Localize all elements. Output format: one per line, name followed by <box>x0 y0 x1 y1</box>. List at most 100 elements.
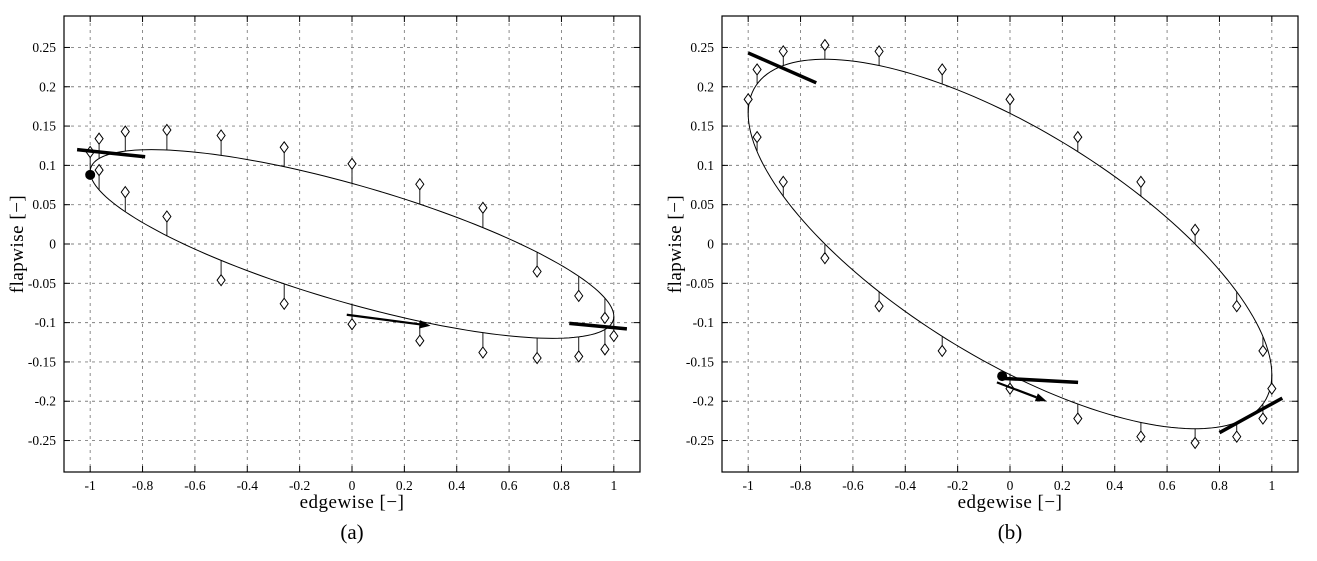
direction-arrow-shaft <box>996 381 1037 399</box>
diamond-markers <box>85 123 619 365</box>
diamond-marker <box>120 185 130 199</box>
diamond-marker <box>162 210 172 223</box>
x-tick-label: 0.8 <box>1211 478 1228 493</box>
diamond-marker <box>1258 412 1268 425</box>
y-tick-label: 0.1 <box>39 158 56 173</box>
diamond-marker <box>874 45 884 58</box>
y-tick-label: 0.1 <box>697 158 714 173</box>
x-tick-label: -0.8 <box>790 478 812 493</box>
y-tick-label: -0.25 <box>28 433 56 448</box>
diamond-markers <box>743 38 1277 450</box>
tangent-segment <box>569 321 628 331</box>
diamond-marker <box>609 329 619 343</box>
diamond-marker <box>778 45 788 58</box>
direction-arrow-head <box>419 320 431 329</box>
y-tick-label: -0.15 <box>686 354 714 369</box>
x-tick-label: 0 <box>1007 478 1014 493</box>
x-tick-label: -0.6 <box>842 478 864 493</box>
y-tick-label: 0.15 <box>690 119 714 134</box>
y-axis-label-a: flapwise [−] <box>7 194 28 294</box>
diamond-marker <box>94 163 104 177</box>
tick-labels: -1 -0.8 -0.6 -0.4 -0.2 0 0.2 0.4 0.6 0.8 1 -0.25 -0.… <box>28 40 617 493</box>
x-tick-label: 0.6 <box>1159 478 1176 493</box>
y-tick-label: -0.05 <box>686 276 714 291</box>
x-tick-label: -0.6 <box>184 478 206 493</box>
diamond-marker <box>820 38 830 52</box>
tick-marks <box>64 16 640 472</box>
y-tick-label: 0 <box>49 237 56 252</box>
diamond-marker <box>1267 382 1277 396</box>
diamond-marker <box>1190 223 1200 237</box>
diamond-marker <box>574 289 584 303</box>
y-tick-label: 0.05 <box>690 197 714 212</box>
diamond-marker <box>937 63 947 76</box>
x-tick-label: 0.4 <box>448 478 465 493</box>
x-tick-label: -0.4 <box>237 478 259 493</box>
x-tick-label: 0.2 <box>396 478 413 493</box>
diamond-marker <box>600 343 610 356</box>
x-axis-label-b: edgewise [−] <box>957 492 1063 513</box>
y-axis-label-b: flapwise [−] <box>665 194 686 294</box>
start-marker-dot <box>85 169 96 180</box>
tangent-segment <box>1004 376 1079 385</box>
diamond-marker <box>752 63 762 76</box>
y-tick-label: 0.05 <box>32 197 56 212</box>
y-tick-label: -0.15 <box>28 354 56 369</box>
tick-marks <box>722 16 1298 472</box>
diamond-marker <box>1232 430 1242 443</box>
y-tick-label: -0.05 <box>28 276 56 291</box>
diamond-marker <box>874 299 884 313</box>
diamond-marker <box>216 129 226 142</box>
x-tick-label: 0 <box>349 478 356 493</box>
diamond-marker <box>1232 299 1242 313</box>
y-tick-label: -0.1 <box>35 315 56 330</box>
y-tick-label: 0.15 <box>32 119 56 134</box>
diamond-marker <box>279 140 289 154</box>
diamond-marker <box>574 350 584 363</box>
x-tick-label: 0.8 <box>553 478 570 493</box>
y-tick-label: 0.25 <box>690 40 714 55</box>
diamond-marker <box>1258 344 1268 358</box>
diamond-marker <box>216 273 226 287</box>
grid <box>722 16 1298 472</box>
y-tick-label: -0.2 <box>35 394 56 409</box>
diamond-marker <box>820 251 830 265</box>
diamond-marker <box>600 311 610 325</box>
y-tick-label: 0.2 <box>39 79 56 94</box>
diamond-marker <box>743 92 753 106</box>
x-tick-label: 0.4 <box>1106 478 1123 493</box>
diamond-marker <box>415 334 425 348</box>
diamond-marker <box>94 132 104 145</box>
diamond-marker <box>1005 92 1015 106</box>
direction-arrow-shaft <box>346 313 420 326</box>
x-tick-label: 0.2 <box>1054 478 1071 493</box>
diamond-marker <box>1073 130 1083 144</box>
diamond-marker <box>1136 430 1146 443</box>
plot-area-b: -1 -0.8 -0.6 -0.4 -0.2 0 0.2 0.4 0.6 0.8 1 -0.25 -0.… <box>686 15 1299 493</box>
x-tick-label: -0.8 <box>132 478 154 493</box>
figure-panel-b: -1 -0.8 -0.6 -0.4 -0.2 0 0.2 0.4 0.6 0.8 1 -0.25 -0.… <box>658 0 1316 561</box>
tangent-segment <box>76 147 146 159</box>
y-tick-label: -0.2 <box>693 394 714 409</box>
y-tick-label: -0.25 <box>686 433 714 448</box>
x-tick-label: -0.2 <box>289 478 310 493</box>
diamond-marker <box>778 175 788 189</box>
y-tick-label: -0.1 <box>693 315 714 330</box>
caption-a: (a) <box>340 520 364 544</box>
diamond-marker <box>478 346 488 359</box>
x-tick-label: -1 <box>743 478 754 493</box>
start-marker-dot <box>997 371 1008 382</box>
diamond-marker <box>937 344 947 358</box>
diamond-marker <box>1190 436 1200 450</box>
diamond-marker <box>478 201 488 215</box>
tangent-segment <box>1218 396 1284 435</box>
x-tick-label: -0.4 <box>895 478 917 493</box>
x-tick-label: 1 <box>610 478 617 493</box>
diamond-marker <box>532 351 542 365</box>
x-tick-label: -1 <box>85 478 96 493</box>
caption-b: (b) <box>997 520 1023 544</box>
figure-panel-a: -1 -0.8 -0.6 -0.4 -0.2 0 0.2 0.4 0.6 0.8 1 -0.25 -0.… <box>0 0 658 561</box>
plot-area-a: -1 -0.8 -0.6 -0.4 -0.2 0 0.2 0.4 0.6 0.8 1 -0.25 -0.… <box>28 15 641 493</box>
x-tick-label: -0.2 <box>947 478 968 493</box>
diamond-marker <box>1136 175 1146 189</box>
